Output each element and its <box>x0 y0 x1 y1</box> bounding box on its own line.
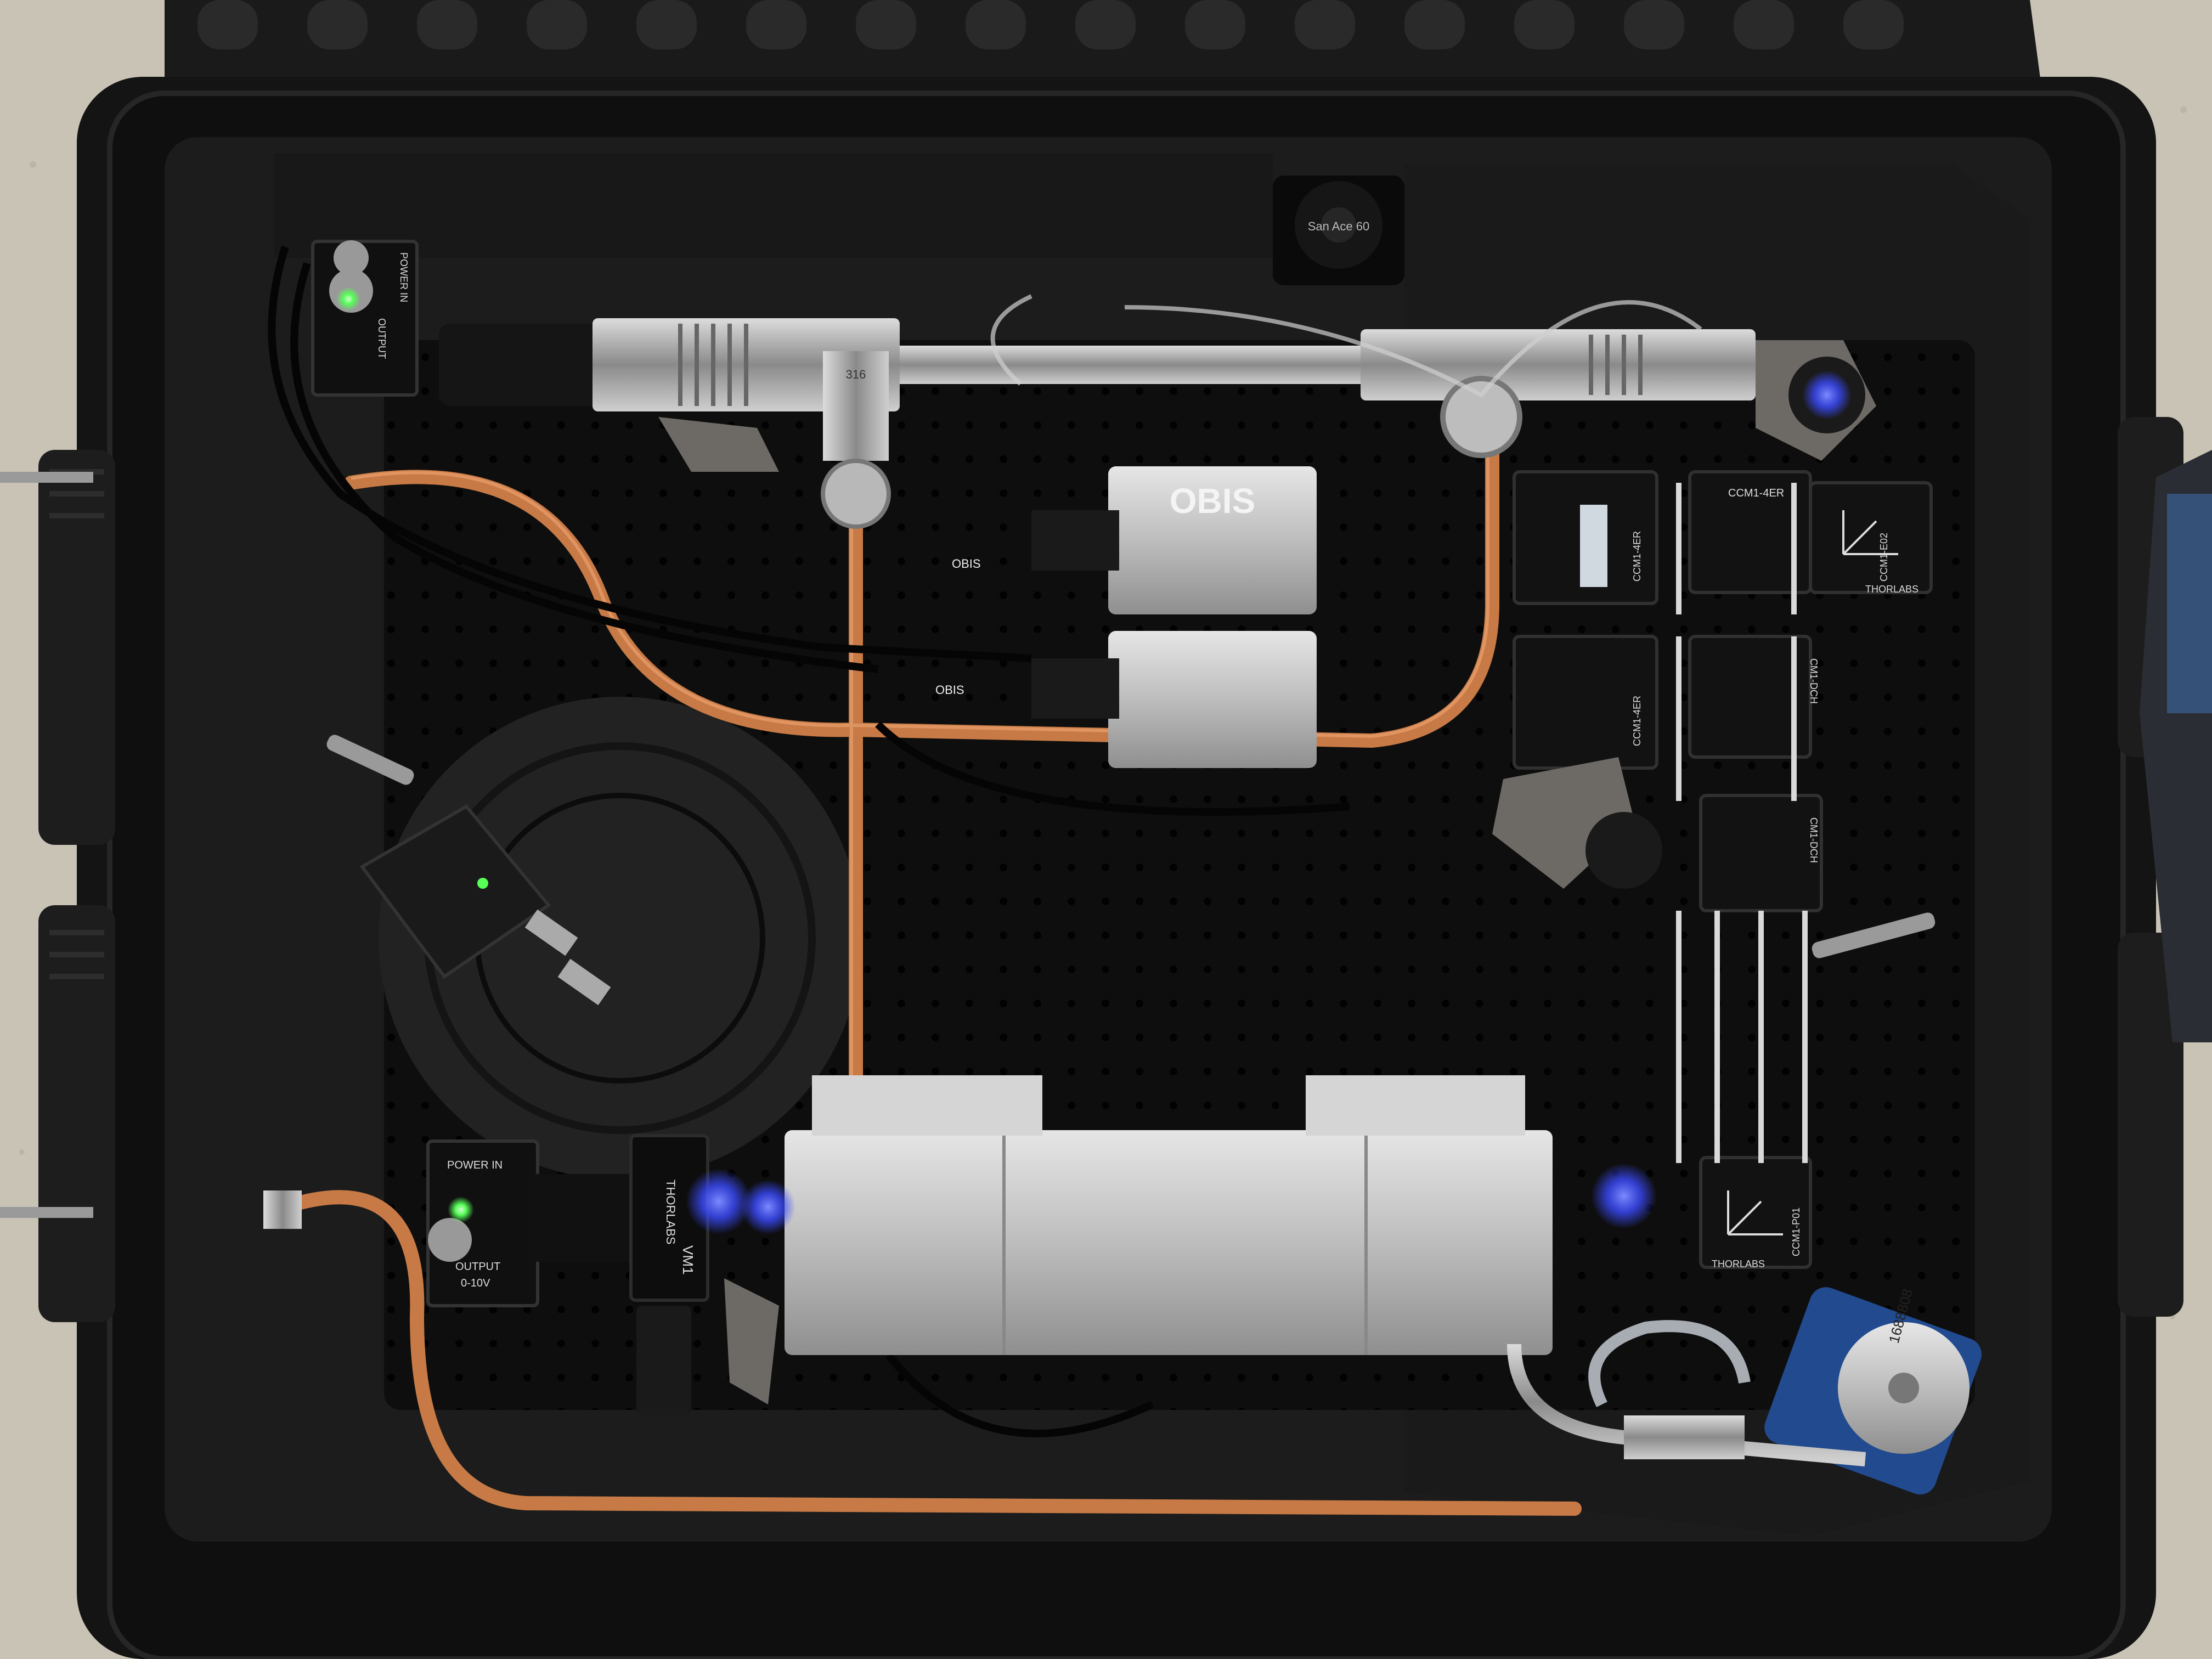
obis-laser-bottom <box>1031 631 1317 768</box>
vm1-label: VM1 <box>680 1245 696 1274</box>
pipe-fitting <box>263 1190 302 1229</box>
obis-top-label: OBIS <box>1170 481 1255 521</box>
power-module <box>359 804 611 1006</box>
black-cables <box>268 245 1350 1437</box>
thorlabs-brand-a: THORLABS <box>1865 584 1918 595</box>
tee-marking: 316 <box>846 368 866 381</box>
beam-tube <box>439 324 603 406</box>
thorlabs-ccm1-4er-b: CCM1-4ER <box>1632 531 1643 582</box>
thorlabs-ccm1-4er-a: CCM1-4ER <box>1728 487 1784 499</box>
output-top: OUTPUT <box>376 318 387 359</box>
output-range: 0-10V <box>461 1277 490 1289</box>
thorlabs-brand-c: THORLABS <box>664 1180 678 1245</box>
fan-label: San Ace 60 <box>1308 219 1370 233</box>
handle-rod-right <box>1812 912 1936 958</box>
thorlabs-brand-b: THORLABS <box>1712 1259 1765 1269</box>
foam-disc <box>379 697 861 1180</box>
handle-rod-left <box>326 735 414 785</box>
thorlabs-ccm1-p01: CCM1-P01 <box>1791 1207 1802 1256</box>
tee-fitting <box>823 351 889 461</box>
clear-tube <box>990 294 1702 398</box>
obis-top-small: OBIS <box>952 557 981 571</box>
power-in-top: POWER IN <box>398 252 409 302</box>
power-in-bottom: POWER IN <box>447 1159 503 1171</box>
obis-laser-top <box>1031 466 1317 614</box>
output-bottom: OUTPUT <box>455 1261 500 1273</box>
sample-cell <box>785 1130 1553 1355</box>
thorlabs-cm1-dch-a: CM1-DCH <box>1808 658 1819 704</box>
thorlabs-cm1-dch-b: CM1-DCH <box>1808 817 1819 863</box>
obis-bottom-small: OBIS <box>935 683 964 697</box>
thorlabs-ccm1-e02: CCM1-E02 <box>1878 533 1889 582</box>
thorlabs-ccm1-4er-c: CCM1-4ER <box>1632 696 1643 746</box>
cage-system-top <box>1513 470 1933 1269</box>
breadboard <box>384 340 1975 1410</box>
copper-tubing <box>278 443 1582 1516</box>
